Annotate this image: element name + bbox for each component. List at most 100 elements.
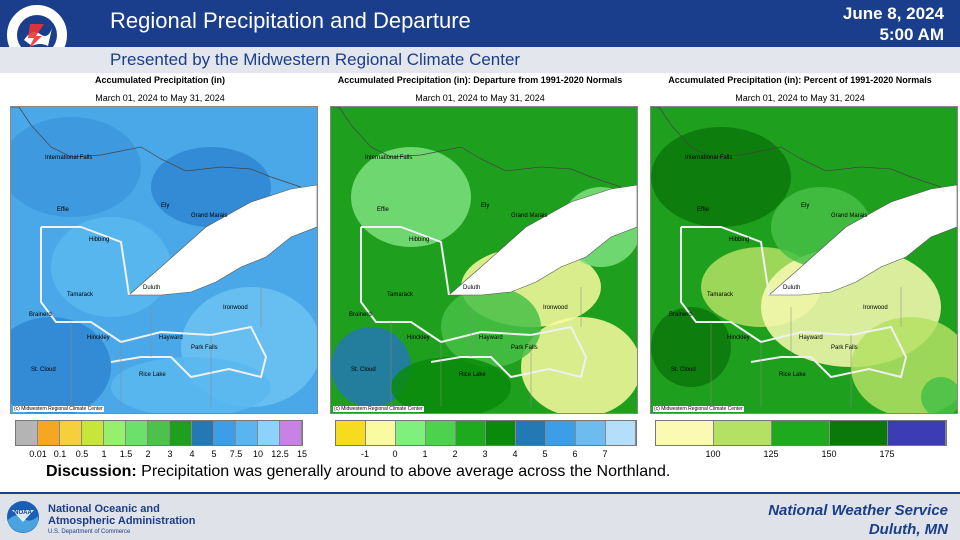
- legend-swatch: [606, 421, 636, 445]
- city-label: Tamarack: [67, 292, 94, 298]
- city-label: Brainerd: [29, 312, 52, 318]
- legend-tick-label: 150: [821, 449, 837, 459]
- legend-tick-label: 3: [482, 449, 488, 459]
- legend-swatch: [60, 421, 82, 445]
- legend-tick-label: -1: [360, 449, 370, 459]
- city-label: Ironwood: [223, 305, 248, 311]
- panel-date-range: March 01, 2024 to May 31, 2024: [735, 93, 865, 103]
- city-label: Hibbing: [409, 237, 430, 243]
- city-label: Park Falls: [511, 345, 538, 351]
- noaa-department: U.S. Department of Commerce: [48, 529, 131, 535]
- legend-tick-label: 10: [252, 449, 264, 459]
- city-label: International Falls: [45, 155, 93, 161]
- legend-swatch: [16, 421, 38, 445]
- legend-swatch: [236, 421, 258, 445]
- legend-swatch: [280, 421, 302, 445]
- noaa-name: National Oceanic and Atmospheric Adminis…: [48, 503, 196, 527]
- legend-swatch: [366, 421, 396, 445]
- issue-datetime: June 8, 2024 5:00 AM: [843, 3, 944, 45]
- city-label: Effie: [57, 207, 69, 213]
- header-bar: Regional Precipitation and Departure Jun…: [0, 0, 960, 67]
- legend-tick-label: 1: [101, 449, 107, 459]
- city-label: Hinckley: [87, 335, 110, 341]
- legend-swatch: [148, 421, 170, 445]
- city-label: Duluth: [143, 285, 161, 291]
- legend-tick-label: 2: [145, 449, 151, 459]
- legend-swatch: [258, 421, 280, 445]
- city-label: International Falls: [365, 155, 413, 161]
- legend-swatch: [170, 421, 192, 445]
- city-label: Grand Marais: [511, 213, 548, 219]
- legend-swatch: [714, 421, 772, 445]
- legend-tick-label: 125: [763, 449, 779, 459]
- city-label: Tamarack: [387, 292, 414, 298]
- panel-title: Accumulated Precipitation (in): Departur…: [337, 75, 623, 85]
- legend-swatch: [192, 421, 214, 445]
- legend-swatch: [516, 421, 546, 445]
- legend-tick-label: 0.1: [53, 449, 67, 459]
- legend-tick-label: 1.5: [119, 449, 133, 459]
- noaa-logo-text: NOAA: [14, 510, 32, 516]
- legend-swatch: [888, 421, 946, 445]
- city-label: Hayward: [479, 335, 503, 341]
- legend-swatch: [426, 421, 456, 445]
- map-panel-percent: Accumulated Precipitation (in): Percent …: [640, 73, 960, 463]
- legend-swatch: [336, 421, 366, 445]
- legend-tick-label: 7: [602, 449, 608, 459]
- city-label: Ely: [801, 203, 810, 209]
- lake-superior-shape: [448, 184, 637, 296]
- city-label: Ironwood: [863, 305, 888, 311]
- legend-swatch: [126, 421, 148, 445]
- precip-map-svg: [11, 107, 317, 413]
- legend-swatch: [456, 421, 486, 445]
- noaa-line2: Atmospheric Administration: [48, 515, 196, 527]
- nws-office: National Weather Service Duluth, MN: [768, 501, 948, 539]
- legend-tick-label: 0.5: [75, 449, 89, 459]
- city-label: Duluth: [783, 285, 801, 291]
- city-label: Ely: [481, 203, 490, 209]
- city-label: Hibbing: [729, 237, 750, 243]
- legend-swatch: [830, 421, 888, 445]
- city-label: St. Cloud: [351, 367, 376, 373]
- panel-date-range: March 01, 2024 to May 31, 2024: [95, 93, 225, 103]
- precip-map: International Falls Effie Ely Grand Marais H…: [10, 106, 318, 414]
- map-panel-accumulated: Accumulated Precipitation (in) March 01, …: [0, 73, 320, 463]
- legend-swatch: [82, 421, 104, 445]
- city-label: Duluth: [463, 285, 481, 291]
- copyright-note: (c) Midwestern Regional Climate Center: [653, 406, 744, 412]
- city-label: Hinckley: [727, 335, 750, 341]
- city-label: Rice Lake: [139, 372, 166, 378]
- legend-swatch: [214, 421, 236, 445]
- legend-swatch: [546, 421, 576, 445]
- legend-tick-label: 3: [167, 449, 173, 459]
- footer-bar: NOAA National Oceanic and Atmospheric Ad…: [0, 492, 960, 540]
- legend-tick-label: 4: [512, 449, 518, 459]
- noaa-line1: National Oceanic and: [48, 503, 160, 515]
- legend-tick-label: 100: [705, 449, 721, 459]
- legend-tick-label: 1: [422, 449, 428, 459]
- legend-tick-label: 4: [189, 449, 195, 459]
- city-label: Park Falls: [191, 345, 218, 351]
- color-legend: [655, 420, 947, 446]
- page-title: Regional Precipitation and Departure: [110, 8, 471, 33]
- city-label: Ironwood: [543, 305, 568, 311]
- panel-title: Accumulated Precipitation (in): Percent …: [668, 75, 932, 85]
- legend-tick-label: 5: [542, 449, 548, 459]
- legend-tick-label: 0: [392, 449, 398, 459]
- city-label: Brainerd: [669, 312, 692, 318]
- nws-line1: National Weather Service: [768, 502, 948, 519]
- legend-tick-label: 15: [296, 449, 308, 459]
- precip-map-svg: [331, 107, 637, 413]
- precip-map-svg: [651, 107, 957, 413]
- legend-swatch: [656, 421, 714, 445]
- city-label: Hinckley: [407, 335, 430, 341]
- city-label: St. Cloud: [31, 367, 56, 373]
- precip-map: International Falls Effie Ely Grand Marais H…: [330, 106, 638, 414]
- legend-tick-label: 5: [211, 449, 217, 459]
- legend-tick-label: 175: [879, 449, 895, 459]
- issue-date: June 8, 2024: [842, 4, 944, 23]
- subtitle-bar: Presented by the Midwestern Regional Cli…: [0, 47, 960, 73]
- legend-tick-label: 7.5: [229, 449, 243, 459]
- precip-map: International Falls Effie Ely Grand Marais H…: [650, 106, 958, 414]
- discussion-label: Discussion:: [46, 463, 137, 480]
